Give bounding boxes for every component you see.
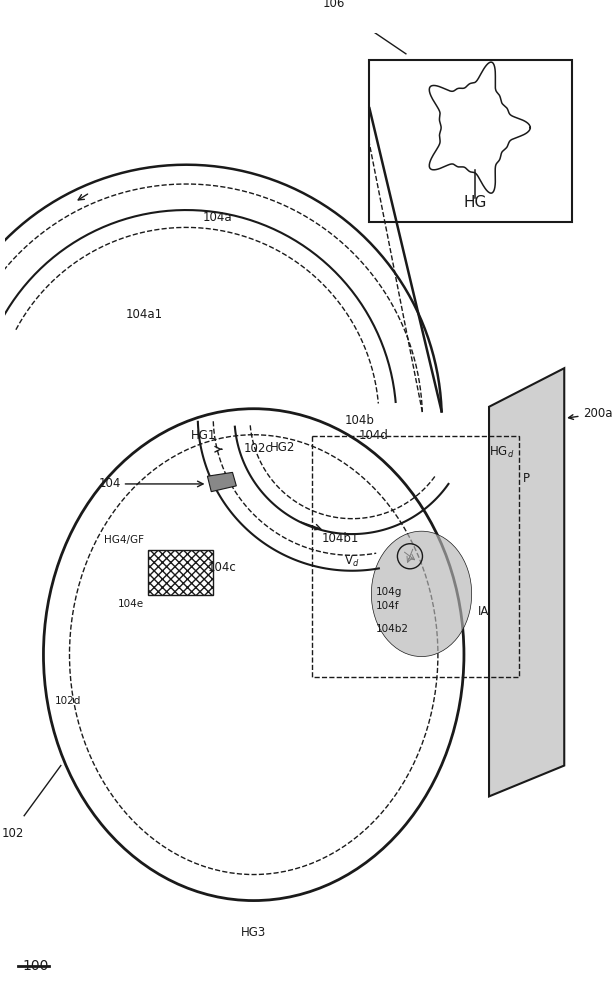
Text: 104a1: 104a1 <box>126 308 163 321</box>
Polygon shape <box>489 368 564 796</box>
Text: IA: IA <box>477 605 489 618</box>
Text: P: P <box>523 472 530 485</box>
Text: 100: 100 <box>22 959 49 973</box>
Text: 102: 102 <box>1 827 24 840</box>
Text: HG$_d$: HG$_d$ <box>488 445 514 460</box>
Text: 104b1: 104b1 <box>322 532 359 545</box>
Bar <box>312 436 519 677</box>
Text: V$_d$: V$_d$ <box>344 554 360 569</box>
Polygon shape <box>208 472 237 492</box>
Text: HG3: HG3 <box>241 926 266 939</box>
Text: 104g: 104g <box>376 587 403 597</box>
Text: HG1: HG1 <box>191 429 216 442</box>
Text: 102d: 102d <box>55 696 81 706</box>
Text: 102c: 102c <box>244 442 273 455</box>
Text: HG: HG <box>463 195 487 210</box>
Text: HG4/GF: HG4/GF <box>103 535 144 545</box>
Text: 104b: 104b <box>345 414 375 427</box>
Text: 104e: 104e <box>118 599 144 609</box>
Ellipse shape <box>371 531 472 657</box>
Text: 200a: 200a <box>569 407 613 420</box>
Text: 104c: 104c <box>208 561 237 574</box>
Text: 104d: 104d <box>359 429 388 442</box>
Text: 104a: 104a <box>202 211 232 224</box>
Text: 104: 104 <box>98 477 121 490</box>
Text: 104b2: 104b2 <box>376 624 409 634</box>
Bar <box>370 60 572 222</box>
Text: 104f: 104f <box>376 601 400 611</box>
Text: HG2: HG2 <box>270 441 295 454</box>
Text: 106: 106 <box>322 0 345 10</box>
Bar <box>148 550 213 595</box>
